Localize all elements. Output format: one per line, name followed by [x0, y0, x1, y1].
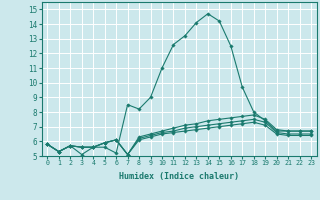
X-axis label: Humidex (Indice chaleur): Humidex (Indice chaleur) [119, 172, 239, 181]
